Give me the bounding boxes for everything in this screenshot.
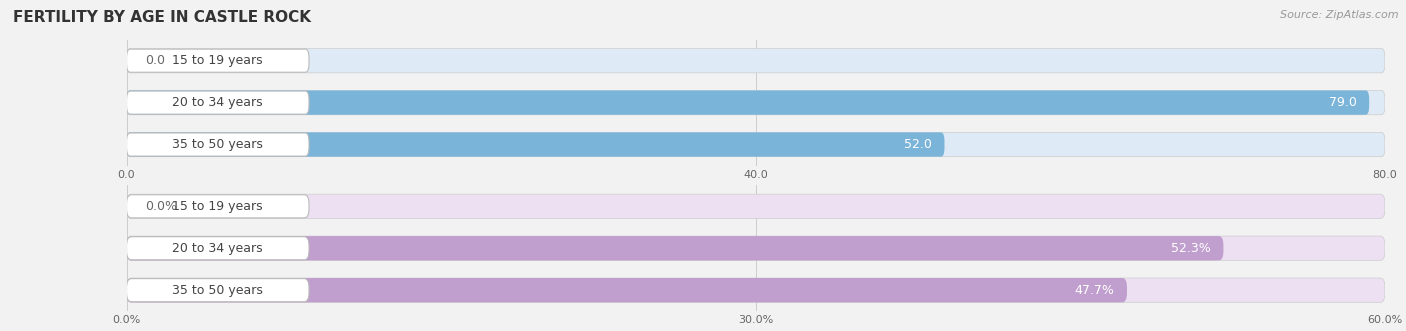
Text: 52.0: 52.0 (904, 138, 932, 151)
FancyBboxPatch shape (127, 279, 309, 302)
FancyBboxPatch shape (127, 90, 1369, 115)
FancyBboxPatch shape (127, 132, 1385, 157)
Text: 79.0: 79.0 (1329, 96, 1357, 109)
FancyBboxPatch shape (127, 133, 309, 156)
FancyBboxPatch shape (127, 236, 1223, 260)
FancyBboxPatch shape (127, 91, 309, 114)
Text: 20 to 34 years: 20 to 34 years (173, 242, 263, 255)
Text: 35 to 50 years: 35 to 50 years (173, 138, 263, 151)
Text: 0.0%: 0.0% (145, 200, 177, 213)
FancyBboxPatch shape (127, 278, 1385, 302)
Text: 20 to 34 years: 20 to 34 years (173, 96, 263, 109)
Text: 15 to 19 years: 15 to 19 years (173, 200, 263, 213)
FancyBboxPatch shape (127, 195, 309, 218)
Text: FERTILITY BY AGE IN CASTLE ROCK: FERTILITY BY AGE IN CASTLE ROCK (13, 10, 311, 25)
FancyBboxPatch shape (127, 49, 309, 72)
FancyBboxPatch shape (127, 132, 945, 157)
FancyBboxPatch shape (127, 278, 1128, 302)
Text: Source: ZipAtlas.com: Source: ZipAtlas.com (1281, 10, 1399, 20)
Text: 0.0: 0.0 (145, 54, 166, 67)
FancyBboxPatch shape (127, 237, 309, 260)
Text: 47.7%: 47.7% (1074, 284, 1115, 297)
Text: 15 to 19 years: 15 to 19 years (173, 54, 263, 67)
FancyBboxPatch shape (127, 90, 1385, 115)
Text: 52.3%: 52.3% (1171, 242, 1211, 255)
FancyBboxPatch shape (127, 194, 1385, 218)
FancyBboxPatch shape (127, 236, 1385, 260)
Text: 35 to 50 years: 35 to 50 years (173, 284, 263, 297)
FancyBboxPatch shape (127, 49, 1385, 73)
